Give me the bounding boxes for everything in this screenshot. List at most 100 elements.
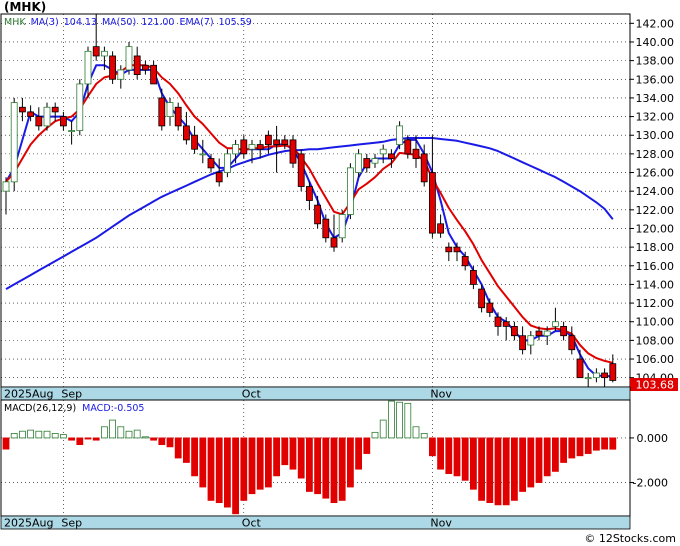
macd-bar [314, 437, 322, 495]
candle-body [502, 321, 510, 327]
macd-bar [150, 437, 158, 441]
macd-bar [109, 419, 116, 439]
macd-bar [355, 437, 363, 470]
candle [593, 368, 600, 383]
macd-x-tick-label: Oct [242, 517, 262, 530]
candle [535, 326, 543, 341]
price-y-tick-label: 122.00 [636, 204, 675, 217]
price-y-tick-label: 116.00 [636, 260, 675, 273]
candle [256, 139, 264, 159]
macd-y-tick-label: 0.000 [637, 432, 669, 445]
macd-bar [428, 437, 436, 457]
candle [437, 214, 445, 238]
candle-body [601, 372, 608, 379]
macd-bar [207, 437, 215, 501]
candle-body [486, 302, 494, 313]
candle [109, 51, 116, 84]
candle-body [469, 270, 477, 285]
price-y-tick-label: 120.00 [636, 222, 675, 235]
candle-body [568, 335, 576, 351]
price-y-tick-label: 126.00 [636, 167, 675, 180]
candle [150, 60, 158, 85]
candle-body [437, 223, 445, 234]
candle-body [355, 153, 363, 173]
price-x-axis: 2025Aug Sep Oct Nov [4, 388, 452, 401]
macd-bar [379, 419, 387, 439]
candle-body [593, 372, 600, 379]
candle-body [199, 153, 207, 156]
macd-bar [191, 437, 199, 477]
candle [281, 135, 289, 150]
macd-bar [215, 437, 223, 504]
candle [76, 79, 84, 136]
macd-bar [2, 437, 10, 450]
price-legend-item: MA(50) [102, 17, 136, 28]
candle-body [453, 246, 461, 253]
macd-bar [281, 437, 289, 466]
candle [166, 97, 174, 126]
candle [322, 214, 330, 243]
candle-body [60, 116, 67, 127]
candle-body [543, 330, 551, 337]
candle [396, 121, 404, 150]
candle [552, 307, 559, 332]
candle-body [314, 204, 322, 225]
candle-body [158, 97, 166, 127]
candle-body [576, 358, 584, 379]
price-x-axis-band [0, 386, 631, 401]
macd-bar [437, 437, 445, 470]
candle-body [223, 153, 231, 173]
candle-body [428, 172, 436, 234]
macd-x-axis: 2025Aug Sep Oct Nov [4, 517, 452, 530]
candle-body [2, 181, 10, 192]
candle-body [141, 64, 149, 71]
macd-bar [593, 437, 600, 451]
candle [486, 298, 494, 318]
candle [338, 209, 346, 243]
candle [199, 139, 207, 164]
price-legend-item: EMA(7) [179, 17, 213, 28]
macd-bar [10, 433, 18, 439]
macd-bar [43, 430, 51, 439]
macd-bar [35, 430, 43, 439]
candle-body [527, 335, 535, 346]
candle [519, 326, 526, 355]
candle-body [101, 50, 108, 57]
ema7-line [5, 64, 614, 364]
macd-bar [338, 437, 346, 501]
macd-bar [560, 437, 567, 463]
candle-body [379, 148, 387, 155]
macd-bar [297, 437, 305, 479]
macd-bar [92, 437, 100, 441]
macd-bar [404, 402, 412, 439]
candle [379, 144, 387, 164]
price-y-tick-label: 130.00 [636, 129, 675, 142]
macd-x-tick-label: 2025Aug [4, 517, 53, 530]
candle [27, 105, 35, 122]
price-last-price-label: 103.68 [636, 379, 675, 392]
price-legend-item: MHK [4, 17, 26, 28]
candle-body [494, 316, 502, 327]
macd-bar [84, 437, 92, 440]
candle [248, 139, 256, 164]
price-y-tick-label: 108.00 [636, 334, 675, 347]
candle-body [264, 134, 272, 145]
candle-body [519, 335, 526, 351]
candle-body [109, 55, 116, 80]
candle-body [92, 46, 100, 57]
candle [297, 149, 305, 192]
candle-body [240, 139, 248, 155]
macd-bar [445, 437, 453, 475]
candle [502, 317, 510, 341]
macd-bar [18, 430, 26, 439]
candle [51, 102, 59, 122]
candle-body [396, 125, 404, 145]
candle [584, 373, 592, 387]
candle-body [510, 325, 518, 337]
candle-body [412, 148, 420, 159]
price-legend-item: 105.59 [219, 17, 252, 28]
macd-bar [510, 437, 518, 501]
candle-body [322, 218, 330, 239]
price-last-price-tag [630, 378, 678, 391]
